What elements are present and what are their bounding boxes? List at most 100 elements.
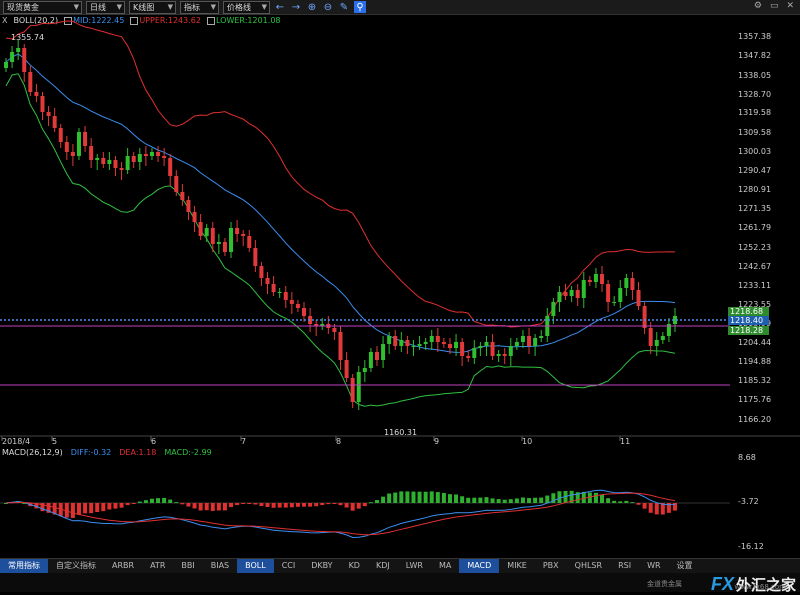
candle-body (344, 360, 349, 378)
macd-bar (600, 494, 605, 503)
macd-bar (569, 490, 574, 503)
candle-body (472, 348, 477, 358)
macd-bar (630, 502, 635, 504)
candlestick-chart[interactable] (0, 0, 800, 558)
macd-diff-line (5, 489, 676, 539)
candle-body (107, 160, 112, 164)
candle-body (508, 346, 513, 356)
tab-cci[interactable]: CCI (281, 561, 296, 570)
macd-bar (204, 503, 209, 511)
macd-bar (46, 503, 51, 513)
candle-body (454, 342, 459, 348)
close-indicator-icon[interactable]: X (2, 16, 8, 25)
tab-dkby[interactable]: DKBY (311, 561, 333, 570)
date-tick-label: 10 (522, 437, 533, 446)
tab-lwr[interactable]: LWR (405, 561, 423, 570)
mid-legend[interactable]: MID:1222.45 (64, 16, 124, 25)
close-icon[interactable]: ✕ (786, 1, 794, 11)
lower-legend[interactable]: LOWER:1201.08 (206, 16, 281, 25)
tab-boll[interactable]: BOLL (237, 559, 274, 573)
watermark-brand: FX (710, 574, 734, 594)
macd-bar (168, 499, 173, 503)
tab-pbx[interactable]: PBX (542, 561, 559, 570)
candle-body (259, 266, 264, 278)
symbol-select[interactable]: 现货黄金 ▼ (3, 0, 82, 14)
macd-bar (368, 502, 373, 504)
candle-body (593, 274, 598, 282)
date-tick-label: 9 (434, 437, 440, 446)
dea-legend[interactable]: DEA:1.18 (119, 448, 157, 457)
tab-mike[interactable]: MIKE (507, 561, 527, 570)
tab-常用指标[interactable]: 常用指标 (0, 559, 48, 573)
indicator-select[interactable]: 指标 ▼ (180, 0, 219, 14)
macd-bar (149, 498, 154, 503)
macd-bar (423, 491, 428, 503)
candle-body (557, 292, 562, 302)
link-icon[interactable]: ⚲ (354, 1, 366, 13)
tab-ma[interactable]: MA (438, 561, 452, 570)
period-select[interactable]: 日线 ▼ (86, 0, 125, 14)
candle-body (34, 92, 39, 96)
candle-body (241, 234, 246, 236)
draw-pen-icon[interactable]: ✎ (339, 1, 349, 13)
candle-body (302, 308, 307, 316)
price-tick-label: 1175.76 (738, 395, 772, 405)
tab-qhlsr[interactable]: QHLSR (574, 561, 603, 570)
candle-body (314, 324, 319, 326)
tab-wr[interactable]: WR (647, 561, 661, 570)
macd-bar (271, 503, 276, 508)
candle-body (70, 152, 75, 156)
candle-body (478, 346, 483, 348)
chart-type-select[interactable]: K线图 ▼ (129, 0, 176, 14)
tab-bbi[interactable]: BBI (181, 561, 195, 570)
indicator-label: 指标 (184, 2, 200, 12)
candle-body (447, 344, 452, 348)
toolbar: 现货黄金 ▼ 日线 ▼ K线图 ▼ 指标 ▼ 价格线 ▼ ← → ⊕ ⊖ ✎ ⚲ ⚙ ▭ … (0, 0, 800, 15)
tab-arbr[interactable]: ARBR (112, 561, 135, 570)
macd-bar (247, 503, 252, 504)
zoom-out-icon[interactable]: ⊖ (323, 1, 333, 13)
macd-bar (64, 503, 69, 518)
price-tick-label: 1261.79 (738, 223, 772, 233)
macd-bar (131, 503, 136, 504)
price-tick-label: 1242.67 (738, 261, 772, 271)
diff-legend[interactable]: DIFF:-0.32 (70, 448, 112, 457)
minimize-icon[interactable]: ▭ (769, 1, 779, 11)
candle-body (569, 290, 574, 296)
candle-body (83, 132, 88, 146)
date-tick-label: 11 (620, 437, 631, 446)
tab-kdj[interactable]: KDJ (375, 561, 390, 570)
arrow-right-icon[interactable]: → (291, 1, 301, 13)
macd-bar (612, 500, 617, 503)
low-annotation: 1160.31 (384, 428, 418, 437)
tab-rsi[interactable]: RSI (618, 561, 632, 570)
price-line-select[interactable]: 价格线 ▼ (223, 0, 270, 14)
price-tick-label: 1319.58 (738, 107, 772, 117)
tab-自定义指标[interactable]: 自定义指标 (56, 561, 96, 570)
settings-icon[interactable]: ⚙ (753, 1, 762, 11)
watermark-url: www.fx68.com (734, 583, 786, 591)
zoom-in-icon[interactable]: ⊕ (307, 1, 317, 13)
upper-legend[interactable]: UPPER:1243.62 (130, 16, 201, 25)
macd-bar (143, 500, 148, 503)
candle-body (16, 48, 21, 52)
macd-value-legend[interactable]: MACD:-2.99 (164, 448, 212, 457)
candle-body (40, 96, 45, 112)
tab-设置[interactable]: 设置 (676, 561, 693, 570)
candle-body (374, 352, 379, 360)
macd-bar (314, 503, 319, 507)
tab-macd[interactable]: MACD (459, 559, 500, 573)
candle-body (119, 168, 124, 170)
macd-bar (113, 503, 118, 509)
tab-bias[interactable]: BIAS (210, 561, 230, 570)
macd-tick-label: 8.68 (738, 453, 756, 462)
macd-bar (387, 493, 392, 503)
candle-body (52, 116, 57, 128)
tab-kd[interactable]: KD (348, 561, 360, 570)
tab-atr[interactable]: ATR (150, 561, 166, 570)
arrow-left-icon[interactable]: ← (275, 1, 285, 13)
date-tick-label: 8 (336, 437, 342, 446)
macd-bar (399, 491, 404, 503)
candle-body (265, 278, 270, 284)
price-tag: 1218.28 (728, 325, 769, 335)
